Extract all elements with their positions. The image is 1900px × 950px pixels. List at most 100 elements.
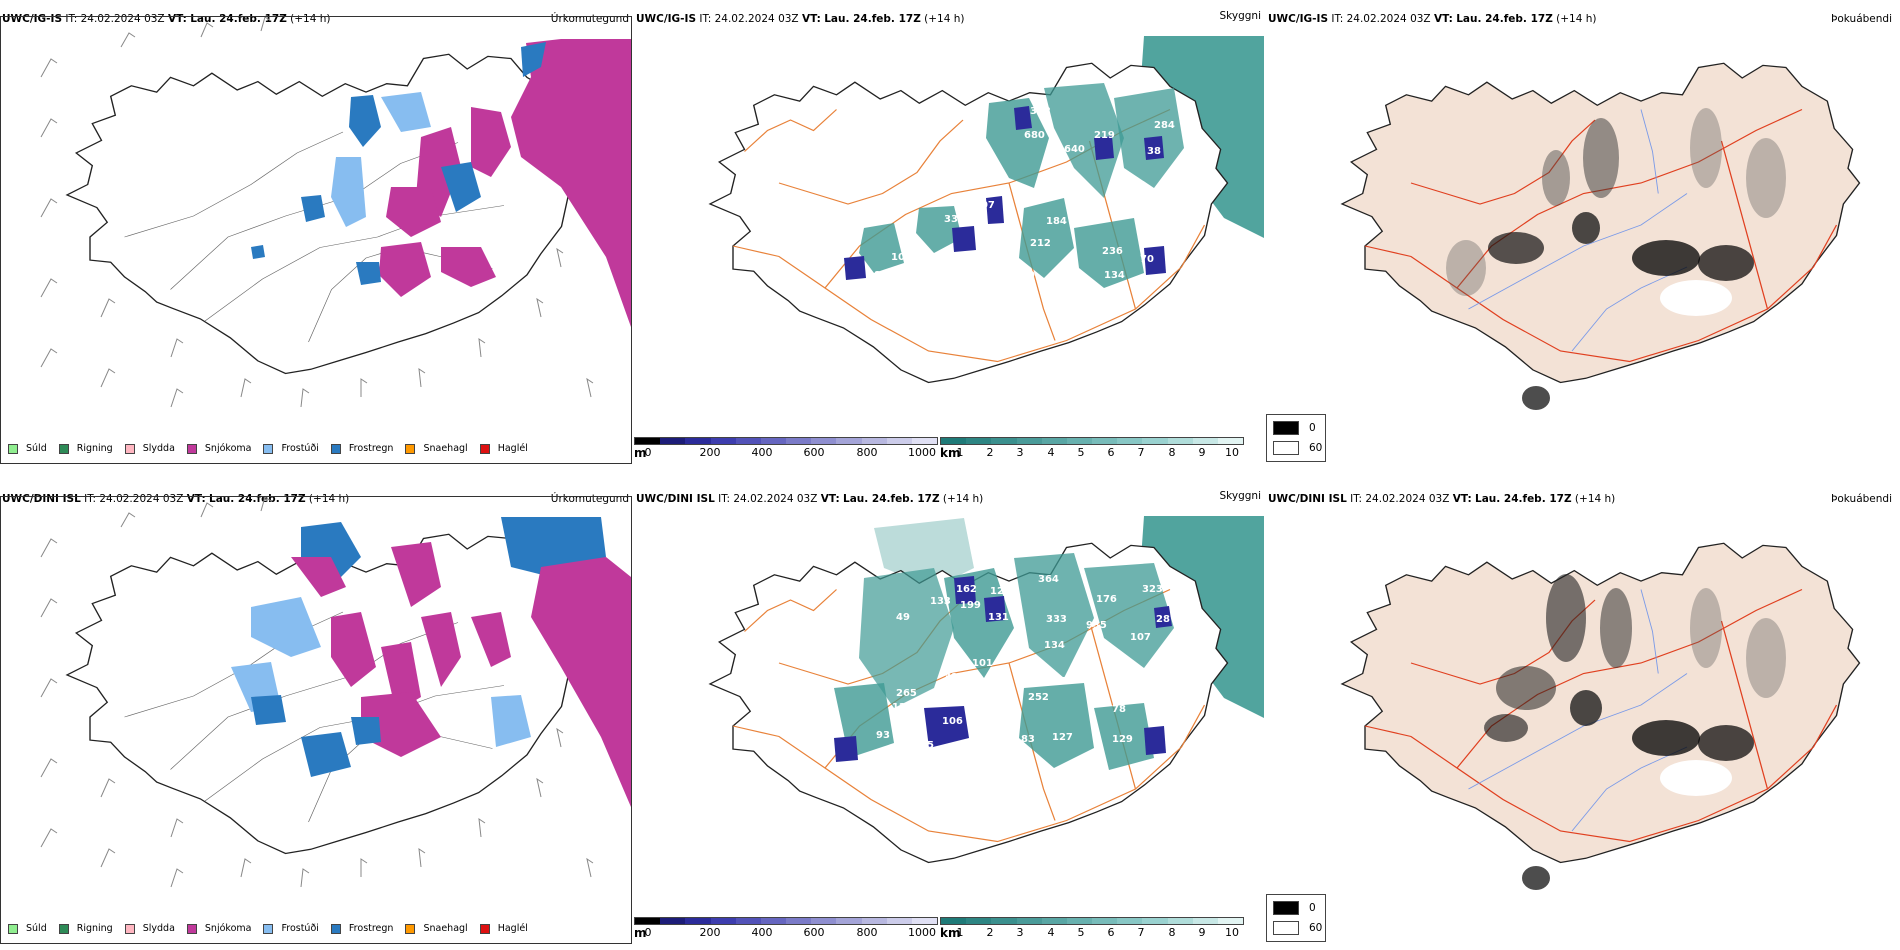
tick-label: 7 (1137, 926, 1145, 939)
cloud-number: 680 (1024, 130, 1045, 141)
colorbar-cell (941, 438, 967, 444)
legend-item: Slydda (124, 443, 175, 454)
legend-item: Frostregn (330, 923, 393, 934)
tick-label: 8 (1168, 446, 1176, 459)
colorbar-cell (1192, 918, 1218, 924)
cloud-number: 105 (891, 252, 912, 263)
legend-item: Súld (8, 923, 47, 934)
cloud-number: 236 (1102, 246, 1123, 257)
legend-item: Slydda (124, 923, 175, 934)
tick-label: 1000 (908, 926, 936, 939)
cloud-number: 333 (1046, 614, 1067, 625)
cloud-number: 252 (1028, 692, 1049, 703)
tick-label: 3 (1016, 446, 1024, 459)
cloud-number: 70 (1140, 254, 1154, 265)
cloud-number: 124 (990, 586, 1011, 597)
legend-item: Rigning (58, 923, 113, 934)
row-bottom: UWC/DINI ISL IT: 24.02.2024 03Z VT: Lau.… (0, 480, 1900, 950)
legend-swatch (58, 923, 69, 934)
colorbar-cell (1117, 918, 1143, 924)
legend-swatch (124, 923, 135, 934)
precip-map (40, 17, 631, 408)
colorbar-cell (991, 918, 1017, 924)
cloud-number: 102 (941, 254, 962, 265)
cloud-number: 160 (1014, 270, 1035, 281)
cloud-number: 49 (896, 612, 910, 623)
cloud-number: 15 (920, 740, 934, 751)
tick-label: 6 (1107, 446, 1115, 459)
tick-label: 600 (803, 926, 825, 939)
visibility-colorbar: 1 2 3 4 5 6 7 8 9 10 (940, 437, 1244, 459)
fog-legend: 0 60 (1266, 894, 1326, 942)
legend-item: Frostúði (263, 923, 319, 934)
precip-areas (231, 517, 631, 807)
colorbar-cells (940, 437, 1244, 445)
legend-item: Snjókoma (186, 443, 251, 454)
visibility-map: 332 680 219 284 640 38 32 151 184 20 107… (709, 36, 1264, 384)
tick-label: 10 (1225, 446, 1239, 459)
cloud-number: 33 (944, 214, 958, 225)
cloud-number: 127 (1052, 732, 1073, 743)
precip-panel-bottom: UWC/DINI ISL IT: 24.02.2024 03Z VT: Lau.… (0, 490, 632, 945)
colorbar-cell (991, 438, 1017, 444)
colorbar-cell (861, 438, 887, 444)
colorbar-cell (1167, 918, 1193, 924)
colorbar-cell (760, 438, 787, 444)
legend-swatch (479, 443, 490, 454)
colorbar-cell (635, 438, 661, 444)
colorbar-cell (911, 438, 938, 444)
legend-swatch (1273, 441, 1299, 455)
cloud-number: 151 (1048, 176, 1069, 187)
panel-title: Skyggni (1219, 490, 1262, 502)
legend-item: Snaehagl (405, 443, 468, 454)
legend-swatch (330, 923, 341, 934)
cloud-numbers: 332 680 219 284 640 38 32 151 184 20 107… (854, 106, 1188, 295)
cloud-number: 20 (992, 172, 1006, 183)
tick-label: 200 (699, 926, 721, 939)
cloud-number: 176 (1096, 594, 1117, 605)
tick-label: 10 (1225, 926, 1239, 939)
colorbar-cell (710, 918, 736, 924)
colorbar-cell (1092, 918, 1118, 924)
map-frame (0, 496, 632, 944)
colorbar-cell (1142, 918, 1168, 924)
visibility-colorbar: 1 2 3 4 5 6 7 8 9 10 (940, 917, 1244, 939)
legend-item: Snaehagl (405, 923, 468, 934)
fog-panel-top: UWC/IG-IS IT: 24.02.2024 03Z VT: Lau. 24… (1266, 10, 1900, 465)
tick-label: 3 (1016, 926, 1024, 939)
fog-legend: 0 60 (1266, 414, 1326, 462)
colorbar-cell (836, 438, 862, 444)
colorbar-cell (966, 438, 992, 444)
legend-swatch (186, 923, 197, 934)
legend-item: 0 (1273, 421, 1316, 435)
colorbar-cell (1192, 438, 1218, 444)
cloud-number: 28 (1156, 614, 1170, 625)
colorbar-cell (1117, 438, 1143, 444)
colorbar-cell (811, 438, 837, 444)
fog-map (1341, 62, 1861, 410)
tick-label: 5 (1077, 446, 1085, 459)
legend-item: Frostregn (330, 443, 393, 454)
legend-swatch (1273, 901, 1299, 915)
colorbar-ticks: 0 200 400 600 800 1000 (634, 445, 938, 459)
cloud-number: 323 (1142, 584, 1163, 595)
tick-label: 800 (856, 926, 878, 939)
tick-label: 7 (1137, 446, 1145, 459)
colorbar-cell (685, 438, 711, 444)
panel-header: UWC/DINI ISL IT: 24.02.2024 03Z VT: Lau.… (636, 493, 984, 505)
cloud-number: 198 (994, 720, 1015, 731)
precip-legend: Súld Rigning Slydda Snjókoma Frostúði Fr… (8, 923, 540, 934)
legend-swatch (8, 443, 18, 454)
legend-item: Snjókoma (186, 923, 251, 934)
panel-title: Skyggni (1219, 10, 1262, 22)
precip-map (40, 497, 631, 888)
visibility-unit: km (940, 446, 961, 460)
cloud-number: 284 (1154, 120, 1175, 131)
legend-item: Haglél (479, 443, 528, 454)
legend-item: Haglél (479, 923, 528, 934)
cloud-number: 101 (972, 658, 993, 669)
cloud-number: 93 (876, 730, 890, 741)
legend-swatch (58, 443, 69, 454)
cloud-number: 162 (956, 584, 977, 595)
colorbar-cell (660, 438, 686, 444)
